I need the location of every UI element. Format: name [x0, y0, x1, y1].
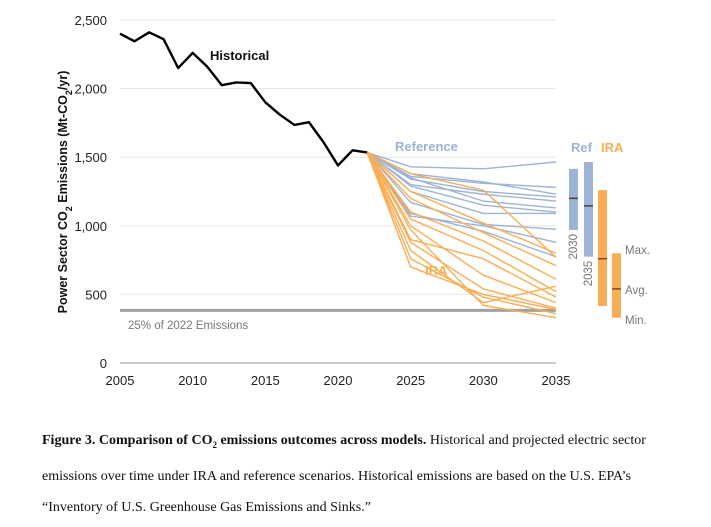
caption-title: Figure 3. Comparison of CO2 emissions ou…: [42, 433, 427, 450]
ira-line: [366, 152, 557, 304]
range-bar: [598, 190, 607, 307]
ira-annotation: IRA: [425, 263, 448, 278]
ira-line: [366, 151, 557, 254]
reference-line: [366, 152, 557, 243]
reference-line: [366, 151, 557, 170]
gridlines: [120, 19, 556, 364]
ira-line: [366, 151, 557, 267]
range-bar: [612, 253, 621, 318]
historical-line: [119, 31, 368, 167]
y-tick-label: 0: [100, 356, 107, 371]
range-bar-year-label: 2030: [568, 234, 580, 260]
ira-line: [366, 151, 557, 258]
ira-series-group: [366, 151, 557, 319]
reference-line: [366, 151, 557, 213]
threshold-label: 25% of 2022 Emissions: [128, 320, 248, 332]
y-axis-label: Power Sector CO2 Emissions (Mt-CO2/yr): [56, 71, 74, 314]
x-tick-label: 2035: [542, 373, 571, 388]
reference-line: [366, 151, 557, 209]
ira-line: [366, 151, 557, 280]
x-tick-label: 2010: [178, 373, 207, 388]
legend-max-label: Max.: [625, 245, 650, 257]
ira-line: [366, 152, 557, 311]
range-bar: [569, 168, 578, 230]
y-tick-label: 1,500: [74, 150, 107, 165]
ira-line: [366, 152, 557, 304]
x-tick-label: 2030: [469, 373, 498, 388]
ira-line: [366, 152, 557, 315]
range-header-ira: IRA: [601, 140, 624, 155]
range-bar-year-label: 2035: [583, 261, 595, 287]
x-tick-label: 2020: [324, 373, 353, 388]
historical-series-group: [119, 31, 368, 167]
range-header-ref: Ref: [571, 140, 593, 155]
reference-series-group: [366, 151, 557, 258]
y-tick-label: 2,500: [74, 13, 107, 28]
caption-text: Historical and projected electric sector…: [42, 433, 646, 515]
x-tick-label: 2005: [106, 373, 135, 388]
y-tick-label: 500: [85, 287, 107, 302]
reference-line: [366, 151, 557, 230]
ira-line: [366, 152, 557, 319]
legend-avg-label: Avg.: [625, 285, 648, 297]
y-tick-label: 1,000: [74, 219, 107, 234]
x-axis-ticks: 2005 2010 2015 2020 2025 2030 2035: [106, 373, 571, 388]
x-tick-label: 2025: [396, 373, 425, 388]
ira-line: [366, 152, 557, 309]
y-tick-label: 2,000: [74, 82, 107, 97]
range-bar: [584, 162, 593, 257]
figure-caption: Figure 3. Comparison of CO2 emissions ou…: [42, 425, 682, 523]
legend-min-label: Min.: [625, 315, 647, 327]
emissions-chart: 0 500 1,000 1,500 2,000 2,500 2005 2010 2015 202…: [56, 13, 650, 388]
reference-annotation: Reference: [395, 139, 458, 154]
y-axis-ticks: 0 500 1,000 1,500 2,000 2,500: [74, 13, 107, 371]
ira-line: [366, 152, 557, 293]
x-tick-label: 2015: [251, 373, 280, 388]
historical-annotation: Historical: [210, 48, 269, 63]
